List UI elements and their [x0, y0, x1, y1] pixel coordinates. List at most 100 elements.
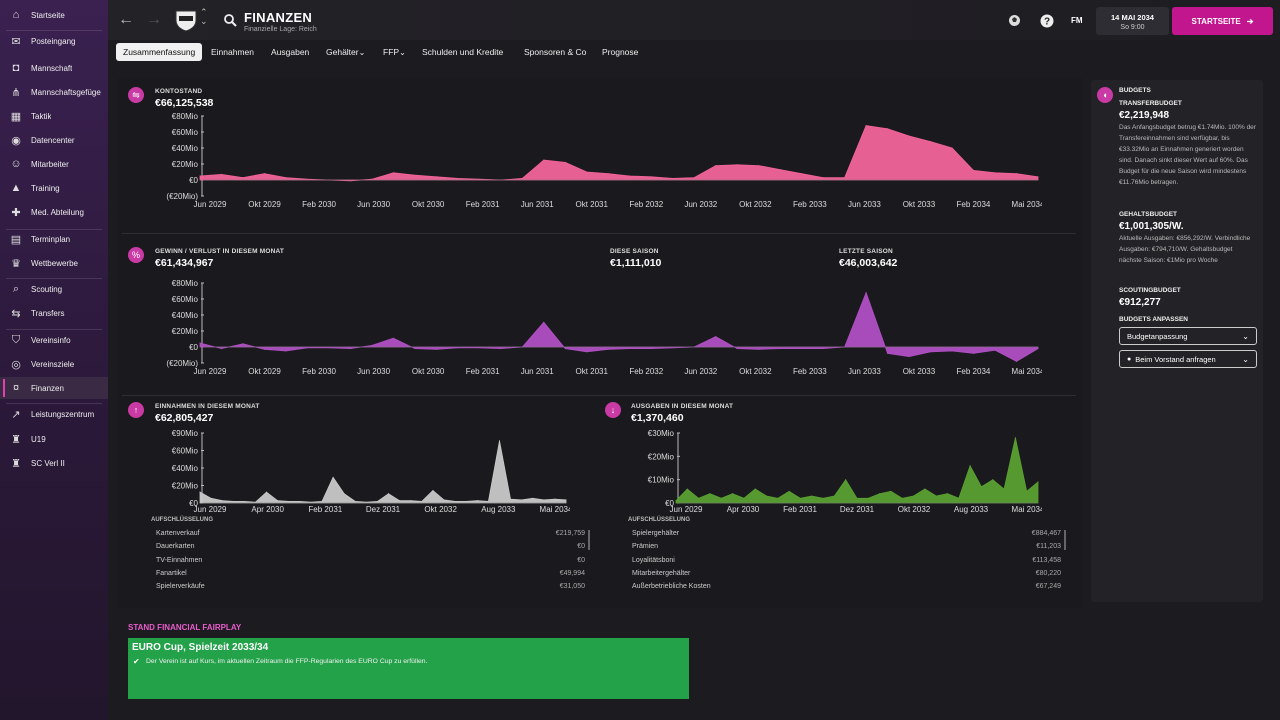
data-point[interactable] — [715, 165, 717, 167]
breakdown-scrollbar[interactable] — [588, 530, 590, 550]
tab-ffp[interactable]: FFP ⌄ — [376, 43, 413, 61]
data-point[interactable] — [457, 347, 459, 349]
data-point[interactable] — [1016, 360, 1018, 362]
data-point[interactable] — [500, 348, 502, 350]
data-point[interactable] — [543, 499, 545, 501]
data-point[interactable] — [328, 347, 330, 349]
data-point[interactable] — [980, 486, 982, 488]
data-point[interactable] — [210, 497, 212, 499]
data-point[interactable] — [1037, 348, 1039, 350]
data-point[interactable] — [392, 337, 394, 339]
sidebar-item-datencenter[interactable]: ◉ Datencenter — [0, 129, 108, 151]
data-point[interactable] — [629, 175, 631, 177]
sidebar-item-mannschaftsgefüge[interactable]: ⋔ Mannschaftsgefüge — [0, 81, 108, 103]
data-point[interactable] — [586, 171, 588, 173]
data-point[interactable] — [822, 177, 824, 179]
sidebar-item-leistungszentrum[interactable]: ↗ Leistungszentrum — [0, 403, 108, 425]
data-point[interactable] — [709, 493, 711, 495]
sidebar-item-startseite[interactable]: ⌂ Startseite — [0, 4, 108, 26]
data-point[interactable] — [822, 348, 824, 350]
data-point[interactable] — [758, 165, 760, 167]
data-point[interactable] — [720, 497, 722, 499]
data-point[interactable] — [865, 292, 867, 294]
data-point[interactable] — [263, 348, 265, 350]
data-point[interactable] — [672, 347, 674, 349]
data-point[interactable] — [242, 177, 244, 179]
data-point[interactable] — [779, 348, 781, 350]
data-point[interactable] — [958, 497, 960, 499]
data-point[interactable] — [321, 500, 323, 502]
data-point[interactable] — [650, 348, 652, 350]
budget-adjust-dropdown[interactable]: Budgetanpassung ⌄ — [1119, 327, 1257, 345]
data-point[interactable] — [220, 173, 222, 175]
continue-home-button[interactable]: STARTSEITE ➔ — [1172, 7, 1273, 35]
data-point[interactable] — [299, 500, 301, 502]
data-point[interactable] — [973, 169, 975, 171]
data-point[interactable] — [354, 500, 356, 502]
tab-zusammenfassung[interactable]: Zusammenfassung — [116, 43, 203, 61]
data-point[interactable] — [435, 176, 437, 178]
data-point[interactable] — [732, 493, 734, 495]
data-point[interactable] — [220, 348, 222, 350]
data-point[interactable] — [715, 336, 717, 338]
data-point[interactable] — [801, 173, 803, 175]
tab-ausgaben[interactable]: Ausgaben — [264, 43, 316, 61]
data-point[interactable] — [947, 493, 948, 495]
tab-gehälter[interactable]: Gehälter ⌄ — [319, 43, 372, 61]
data-point[interactable] — [822, 497, 824, 499]
data-point[interactable] — [930, 351, 932, 353]
data-point[interactable] — [532, 497, 534, 499]
data-point[interactable] — [399, 500, 401, 502]
data-point[interactable] — [343, 493, 345, 495]
data-point[interactable] — [266, 491, 268, 493]
data-point[interactable] — [310, 501, 312, 503]
data-point[interactable] — [969, 465, 971, 467]
sidebar-item-scouting[interactable]: ⌕ Scouting — [0, 278, 108, 300]
data-point[interactable] — [1016, 173, 1018, 175]
data-point[interactable] — [349, 180, 351, 182]
sidebar-item-terminplan[interactable]: ▤ Terminplan — [0, 228, 108, 250]
data-point[interactable] — [799, 497, 801, 499]
data-point[interactable] — [788, 490, 790, 492]
data-point[interactable] — [879, 493, 881, 495]
data-point[interactable] — [736, 348, 738, 350]
data-point[interactable] — [421, 500, 423, 502]
data-point[interactable] — [435, 348, 437, 350]
data-point[interactable] — [254, 501, 256, 503]
data-point[interactable] — [844, 177, 846, 179]
sidebar-item-posteingang[interactable]: ✉ Posteingang — [0, 30, 108, 52]
data-point[interactable] — [586, 351, 588, 353]
data-point[interactable] — [887, 128, 889, 130]
data-point[interactable] — [924, 488, 926, 490]
data-point[interactable] — [758, 348, 760, 350]
data-point[interactable] — [779, 169, 781, 171]
data-point[interactable] — [801, 348, 803, 350]
data-point[interactable] — [487, 500, 489, 502]
sidebar-item-training[interactable]: ▲ Training — [0, 177, 108, 199]
sidebar-item-finanzen[interactable]: ¤ Finanzen — [0, 377, 108, 399]
club-crest-icon[interactable] — [174, 8, 198, 32]
data-point[interactable] — [478, 347, 480, 349]
data-point[interactable] — [263, 173, 265, 175]
football-icon[interactable] — [1008, 14, 1021, 27]
sidebar-item-vereinsinfo[interactable]: ⛉ Vereinsinfo — [0, 329, 108, 351]
data-point[interactable] — [221, 500, 223, 502]
data-point[interactable] — [414, 174, 416, 176]
data-point[interactable] — [890, 490, 892, 492]
data-point[interactable] — [565, 499, 567, 501]
data-point[interactable] — [371, 344, 373, 346]
sidebar-item-med-abteilung[interactable]: ✚ Med. Abteilung — [0, 201, 108, 223]
help-icon[interactable]: ? — [1040, 14, 1054, 28]
data-point[interactable] — [410, 500, 412, 502]
tab-prognose[interactable]: Prognose — [595, 43, 645, 61]
data-point[interactable] — [908, 356, 910, 358]
data-point[interactable] — [607, 348, 609, 350]
sidebar-item-transfers[interactable]: ⇆ Transfers — [0, 302, 108, 324]
data-point[interactable] — [478, 178, 480, 180]
data-point[interactable] — [510, 498, 512, 500]
data-point[interactable] — [306, 347, 308, 349]
ffp-status-card[interactable]: EURO Cup, Spielzeit 2033/34 ✔ Der Verein… — [128, 638, 689, 699]
data-point[interactable] — [951, 147, 953, 149]
data-point[interactable] — [243, 500, 245, 502]
tab-schulden-und-kredite[interactable]: Schulden und Kredite — [415, 43, 510, 61]
